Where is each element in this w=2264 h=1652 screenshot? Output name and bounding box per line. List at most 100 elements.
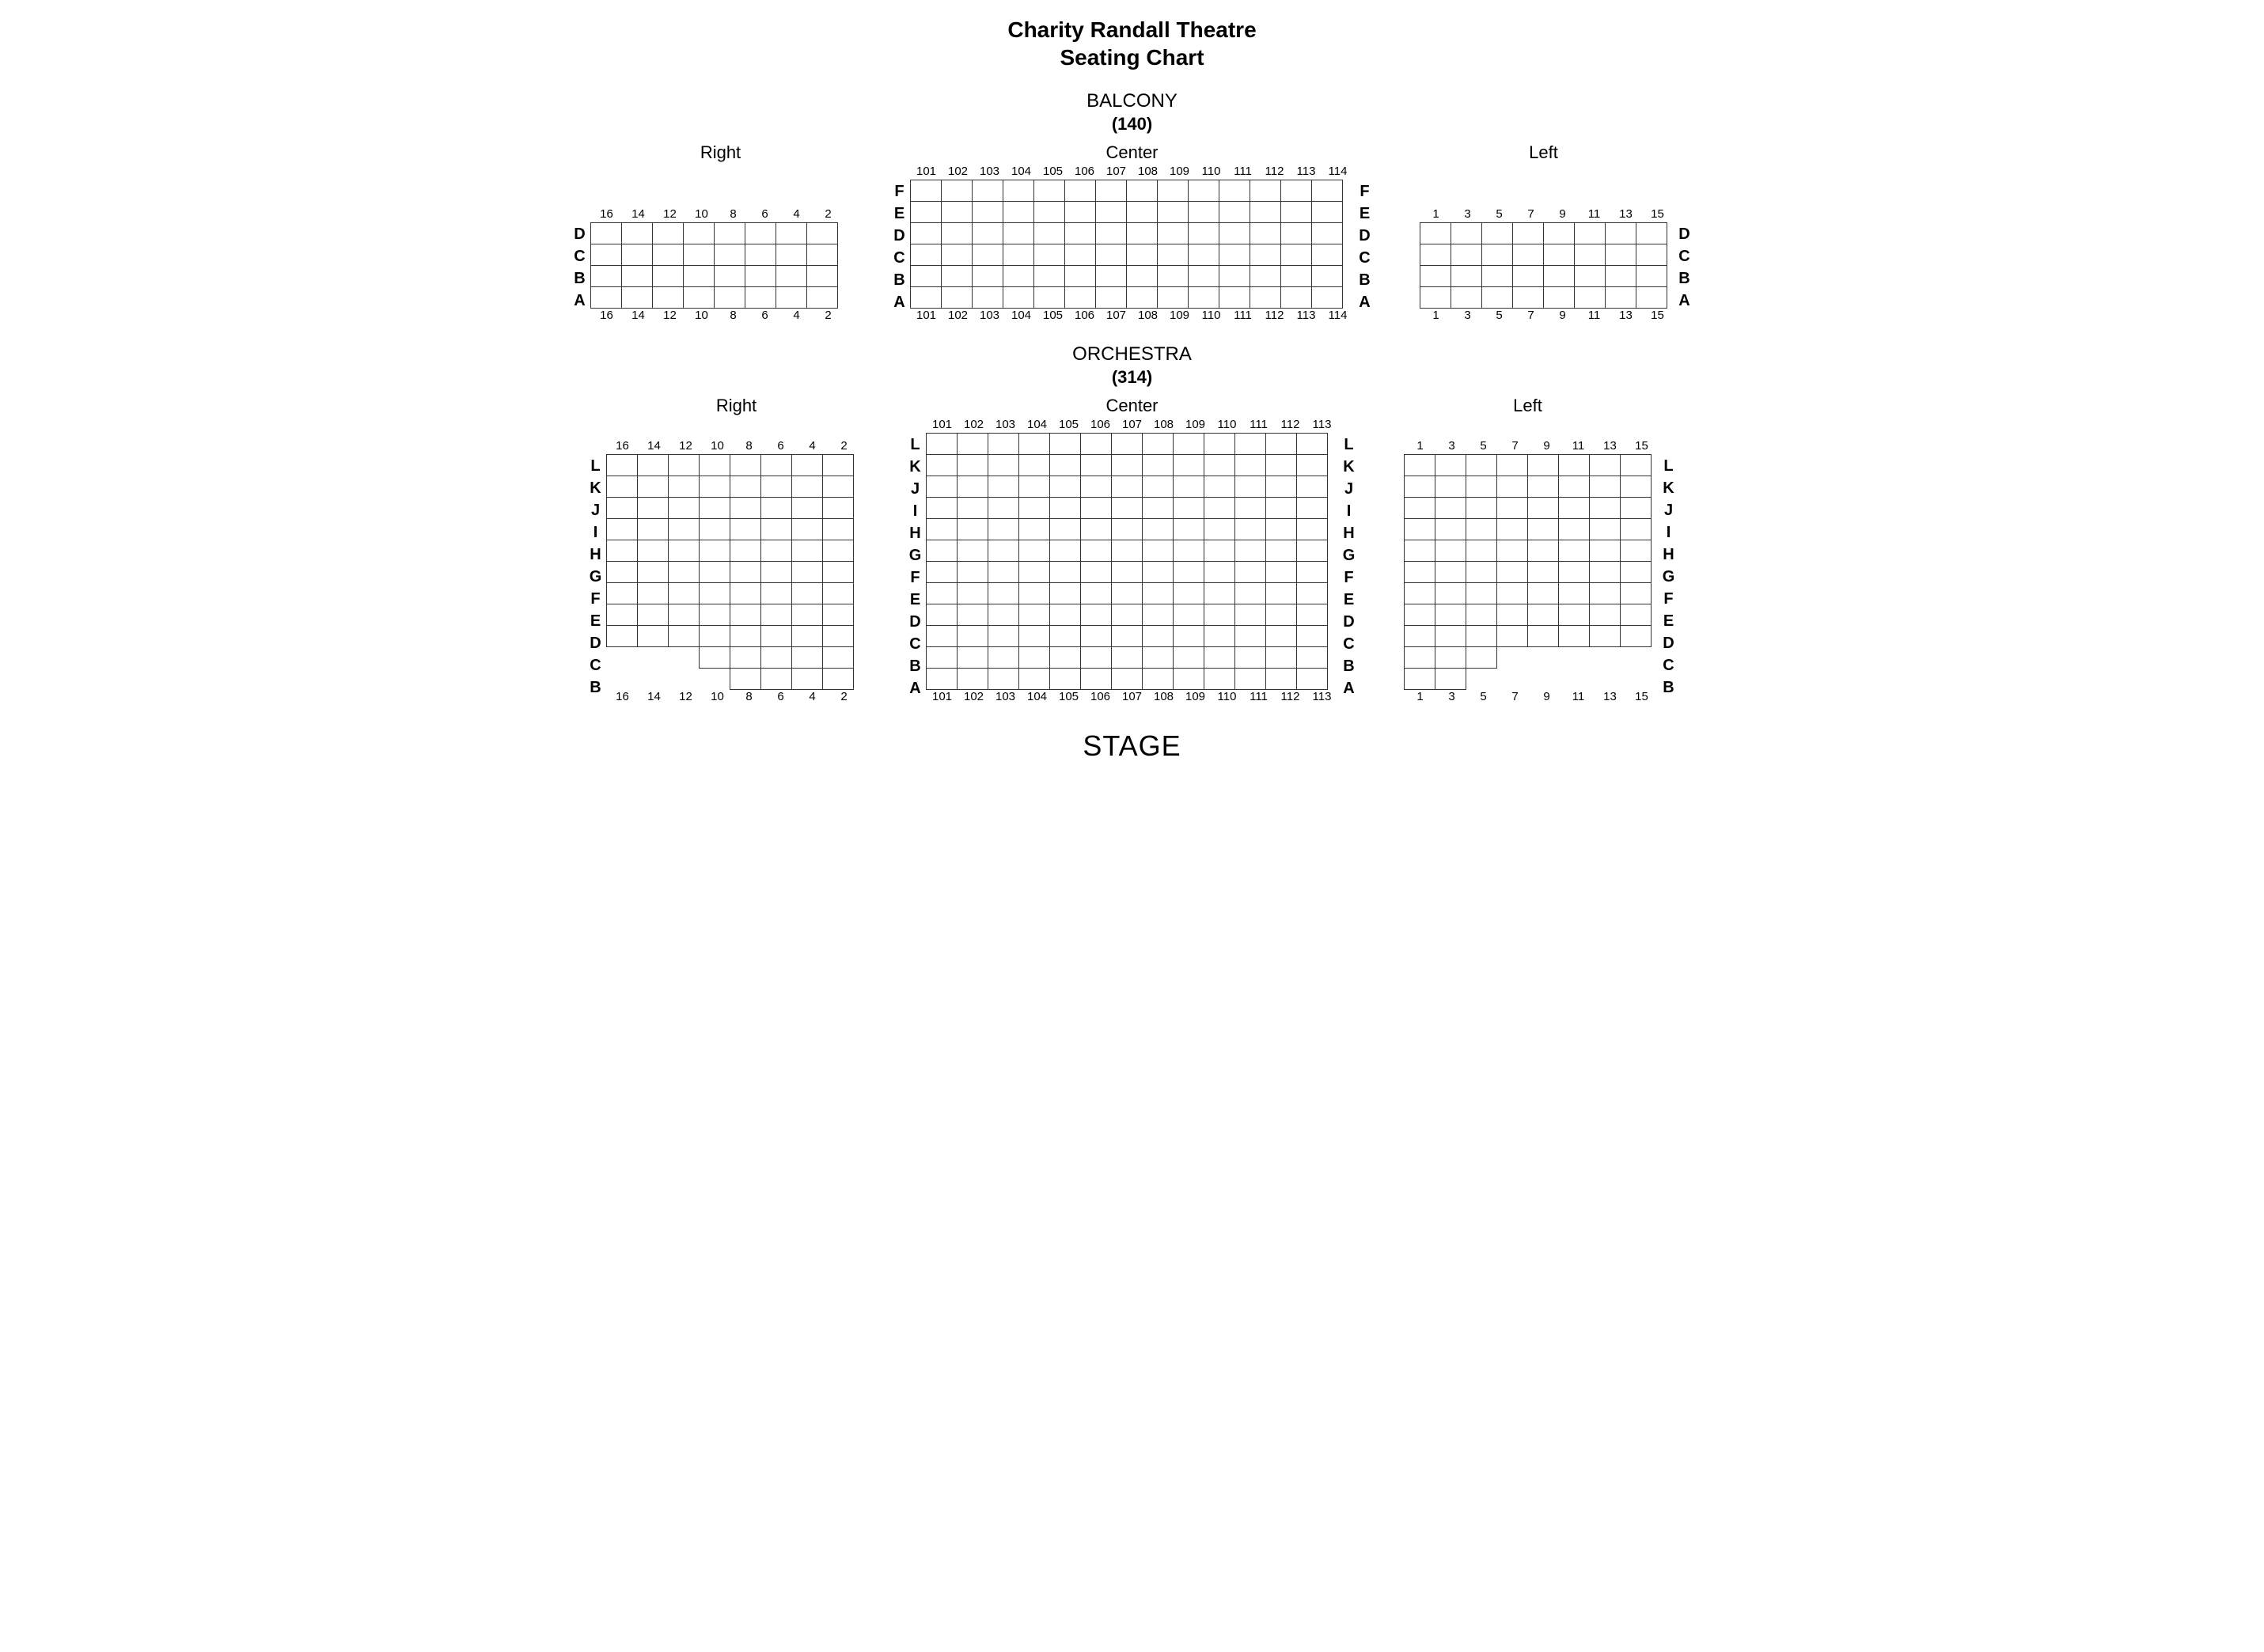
col-label: 12 xyxy=(654,207,686,223)
seat xyxy=(1080,646,1112,669)
seat xyxy=(1204,476,1235,498)
col-label: 2 xyxy=(813,309,844,322)
seat xyxy=(1204,668,1235,690)
seating-section: LKJIHGFEDCB161412108642161412108642 xyxy=(590,439,878,706)
seat xyxy=(1558,454,1590,476)
seat xyxy=(1280,244,1312,266)
seat xyxy=(1018,540,1050,562)
seat xyxy=(1126,286,1158,309)
seat-row xyxy=(1420,223,1674,244)
seat xyxy=(668,476,700,498)
col-labels-top: 13579111315 xyxy=(1405,439,1658,455)
seat-row xyxy=(927,455,1338,476)
seat xyxy=(1589,497,1621,519)
row-labels-left: DCBA xyxy=(574,207,586,312)
seat xyxy=(957,476,988,498)
seat-blank xyxy=(606,646,638,669)
seat xyxy=(683,265,715,287)
seat xyxy=(1435,476,1466,498)
col-label: 1 xyxy=(1405,439,1436,455)
seat xyxy=(1527,476,1559,498)
seat xyxy=(1234,454,1266,476)
seat xyxy=(1080,540,1112,562)
seat xyxy=(699,625,730,647)
col-label: 107 xyxy=(1101,165,1132,180)
seat xyxy=(1466,561,1497,583)
seat-row xyxy=(1405,647,1658,669)
row-label: A xyxy=(1343,677,1356,699)
row-label: A xyxy=(574,290,586,312)
col-label: 3 xyxy=(1436,439,1468,455)
seat xyxy=(683,244,715,266)
seat xyxy=(745,286,776,309)
col-label: 2 xyxy=(829,439,860,455)
col-label: 112 xyxy=(1275,418,1306,434)
seat-grid xyxy=(911,180,1354,309)
seat xyxy=(822,646,854,669)
seat xyxy=(1265,561,1297,583)
seat xyxy=(668,625,700,647)
seat xyxy=(926,668,958,690)
col-label: 13 xyxy=(1610,207,1642,223)
seat xyxy=(1095,244,1127,266)
row-label: D xyxy=(893,225,906,247)
col-label: 113 xyxy=(1306,418,1338,434)
seat xyxy=(910,180,942,202)
row-label: B xyxy=(1663,676,1675,699)
col-label: 108 xyxy=(1132,165,1164,180)
seat-row xyxy=(927,434,1338,455)
col-label: 12 xyxy=(654,309,686,322)
seat xyxy=(1142,540,1174,562)
seat xyxy=(606,561,638,583)
col-label: 9 xyxy=(1531,690,1563,703)
seat xyxy=(1142,518,1174,540)
seat xyxy=(1219,286,1250,309)
seat xyxy=(1404,497,1435,519)
seat xyxy=(1527,582,1559,604)
row-label: I xyxy=(1663,521,1675,544)
col-labels-bottom: 161412108642 xyxy=(607,690,860,706)
seat xyxy=(910,244,942,266)
seat xyxy=(1049,604,1081,626)
seat-row xyxy=(1405,626,1658,647)
seat xyxy=(1204,561,1235,583)
col-label: 114 xyxy=(1322,309,1354,322)
row-label: C xyxy=(909,633,922,655)
col-label: 5 xyxy=(1484,309,1515,322)
row-label: L xyxy=(1663,455,1675,477)
seat xyxy=(730,625,761,647)
seating-section: 1357911131513579111315LKJIHGFEDCB xyxy=(1387,439,1675,706)
seat xyxy=(1204,582,1235,604)
seat xyxy=(1095,265,1127,287)
seat xyxy=(926,604,958,626)
seat-grid xyxy=(927,434,1338,690)
seat xyxy=(1188,286,1219,309)
seat xyxy=(1111,668,1143,690)
seat xyxy=(1296,497,1328,519)
col-label: 5 xyxy=(1468,690,1500,703)
seat xyxy=(668,604,700,626)
seat xyxy=(1543,286,1575,309)
seat xyxy=(1111,433,1143,455)
seat xyxy=(1064,222,1096,244)
col-label: 112 xyxy=(1275,690,1306,703)
seat xyxy=(1234,561,1266,583)
col-label: 11 xyxy=(1579,309,1610,322)
seat xyxy=(1420,265,1451,287)
seat xyxy=(1080,454,1112,476)
seat xyxy=(957,625,988,647)
seat xyxy=(1296,433,1328,455)
col-label: 113 xyxy=(1291,309,1322,322)
col-label: 8 xyxy=(734,439,765,455)
col-label: 111 xyxy=(1227,309,1259,322)
seat xyxy=(1173,646,1204,669)
row-label: E xyxy=(893,203,906,225)
row-label: A xyxy=(909,677,922,699)
col-label: 1 xyxy=(1420,309,1452,322)
seat xyxy=(590,265,622,287)
seat xyxy=(1234,668,1266,690)
seat xyxy=(776,244,807,266)
seat xyxy=(1234,604,1266,626)
seat xyxy=(1589,561,1621,583)
row-label: B xyxy=(893,269,906,291)
